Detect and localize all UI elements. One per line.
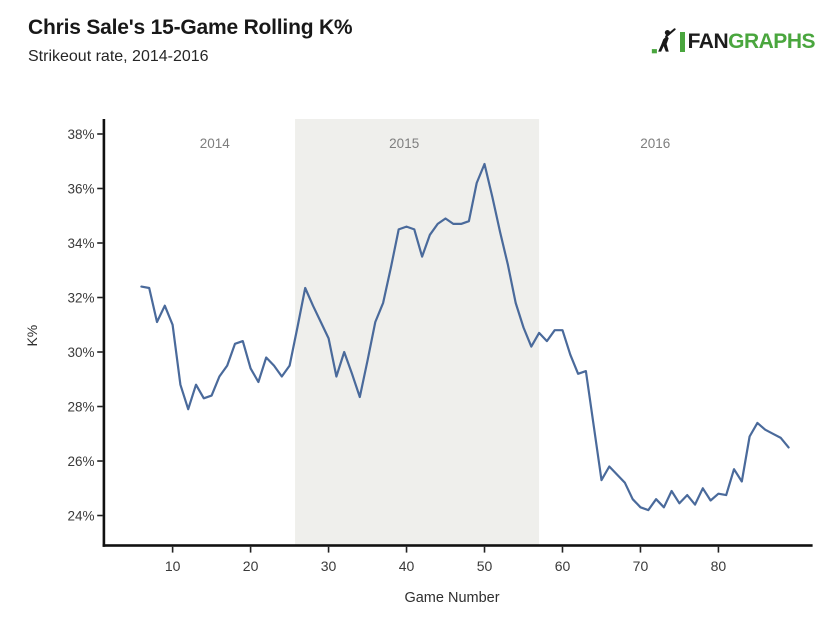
batter-icon [651, 28, 676, 54]
x-tick-label: 30 [321, 558, 337, 574]
kpct-series-line [140, 162, 790, 512]
shaded-band-rect [295, 119, 540, 546]
y-tick-label: 30% [67, 345, 94, 360]
x-tick-label: 10 [165, 558, 181, 574]
x-axis-spine [102, 544, 813, 547]
x-axis-title: Game Number [404, 590, 499, 606]
year-label-2014: 2014 [200, 136, 231, 151]
tick-marks-and-labels: 24% 26% 28% 30% 32% 34% 36% 38% 10 20 30 40 50 60 70 80 [67, 127, 726, 574]
axis-titles: Game Number K% [24, 325, 500, 606]
logo-green-bar [679, 31, 685, 52]
y-axis-spine [102, 119, 106, 547]
y-tick-label: 24% [67, 508, 94, 523]
y-tick-label: 36% [67, 181, 94, 196]
year-label-2015: 2015 [389, 136, 419, 151]
year-label-2016: 2016 [640, 136, 670, 151]
shaded-region-2015 [295, 119, 540, 546]
home-plate-shape [651, 49, 657, 54]
x-tick-label: 80 [711, 558, 727, 574]
y-axis-title: K% [24, 325, 40, 347]
chart-title: Chris Sale's 15-Game Rolling K% [28, 16, 353, 39]
y-tick-label: 28% [67, 399, 94, 414]
logo-text-fan: FAN [687, 29, 729, 53]
logo-text-graphs: GRAPHS [728, 29, 815, 53]
x-tick-label: 20 [243, 558, 259, 574]
x-tick-label: 70 [633, 558, 649, 574]
axes [102, 119, 813, 547]
kpct-line [140, 162, 790, 512]
y-tick-label: 32% [67, 290, 94, 305]
x-tick-label: 50 [477, 558, 493, 574]
fangraphs-logo[interactable]: FAN GRAPHS [651, 28, 815, 55]
chart-subtitle: Strikeout rate, 2014-2016 [28, 48, 209, 65]
y-tick-label: 26% [67, 454, 94, 469]
x-tick-label: 40 [399, 558, 415, 574]
y-tick-label: 38% [67, 127, 94, 142]
x-tick-label: 60 [555, 558, 571, 574]
y-tick-label: 34% [67, 236, 94, 251]
year-labels: 2014 2015 2016 [200, 136, 671, 151]
